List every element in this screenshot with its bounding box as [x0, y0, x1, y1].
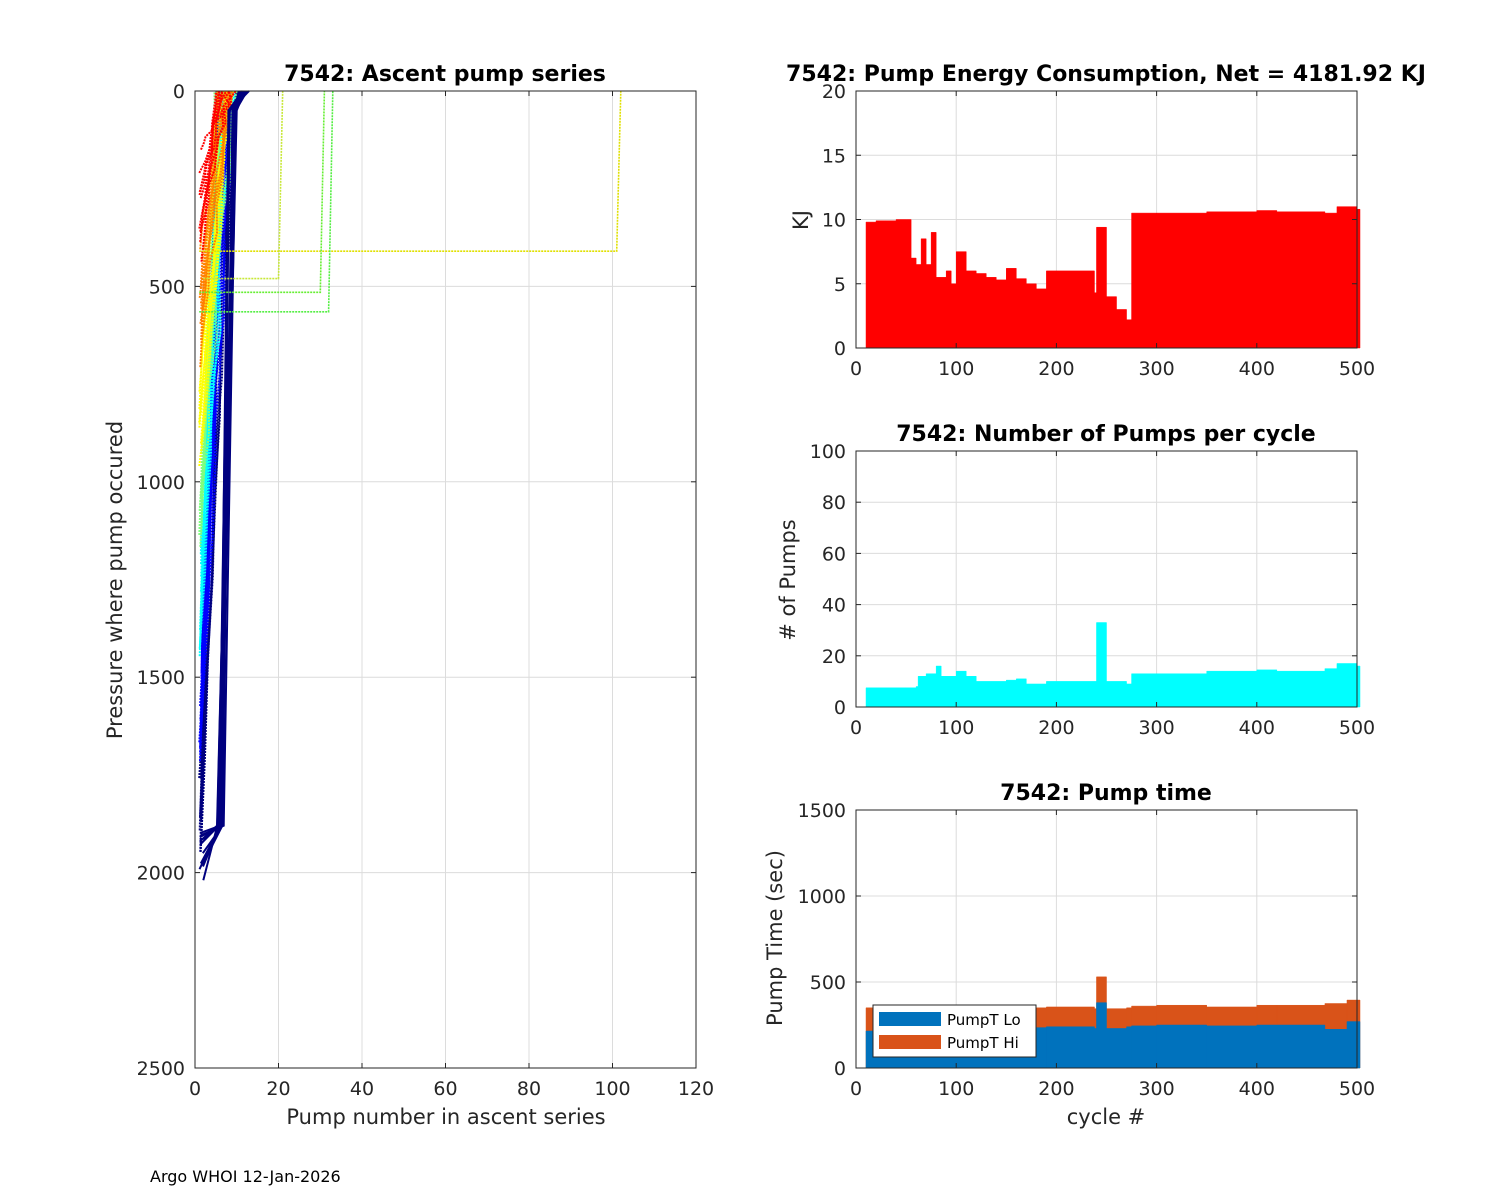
pumptime-legend: PumpT Lo PumpT Hi — [872, 1004, 1037, 1058]
ascent-title: 7542: Ascent pump series — [284, 62, 606, 87]
energy-xtick-label: 200 — [1038, 358, 1074, 380]
legend-label: PumpT Lo — [947, 1011, 1021, 1029]
legend-swatch — [879, 1035, 941, 1049]
ascent-deep-series — [202, 90, 244, 841]
ascent-series-line — [200, 90, 231, 150]
pumptime-xtick-label: 0 — [850, 1078, 862, 1100]
energy-xtick-label: 100 — [938, 358, 974, 380]
ascent-series-line — [199, 90, 237, 232]
pumps-ytick-label: 20 — [822, 646, 846, 668]
ascent-series-line — [198, 90, 224, 193]
energy-ylabel: KJ — [789, 210, 813, 230]
pumps-data — [865, 622, 1361, 708]
energy-xtick-label: 0 — [850, 358, 862, 380]
ascent-ytick-label: 1500 — [137, 667, 185, 689]
ascent-series-line — [199, 90, 220, 243]
ascent-ytick-label: 0 — [173, 81, 185, 103]
ascent-xtick-label: 0 — [189, 1078, 201, 1100]
pumps-axes: 7542: Number of Pumps per cycle # of Pum… — [776, 422, 1375, 739]
pumps-xtick-label: 400 — [1239, 717, 1275, 739]
ascent-xtick-label: 120 — [678, 1078, 714, 1100]
ascent-xtick-label: 60 — [433, 1078, 457, 1100]
energy-xtick-label: 500 — [1339, 358, 1375, 380]
ascent-outlier-series — [203, 90, 284, 280]
ascent-series-line — [198, 90, 223, 299]
pumps-xtick-label: 200 — [1038, 717, 1074, 739]
pumptime-ytick-label: 500 — [810, 972, 846, 994]
pumps-xtick-label: 300 — [1138, 717, 1174, 739]
energy-data — [865, 206, 1361, 349]
ascent-series-line — [199, 90, 228, 190]
pumps-ytick-label: 60 — [822, 543, 846, 565]
ascent-xlabel: Pump number in ascent series — [286, 1105, 605, 1129]
energy-xtick-label: 400 — [1239, 358, 1275, 380]
ascent-outlier-series — [199, 90, 326, 294]
ascent-ylabel: Pressure where pump occured — [103, 421, 127, 739]
ascent-series-line — [199, 90, 233, 199]
pumptime-ytick-label: 1500 — [798, 800, 846, 822]
pumps-xtick-label: 100 — [938, 717, 974, 739]
ascent-xtick-label: 80 — [517, 1078, 541, 1100]
energy-title: 7542: Pump Energy Consumption, Net = 418… — [786, 62, 1426, 87]
pumps-xtick-label: 0 — [850, 717, 862, 739]
pumps-title: 7542: Number of Pumps per cycle — [896, 422, 1315, 447]
ascent-series-line — [199, 90, 231, 416]
pumps-ytick-label: 40 — [822, 595, 846, 617]
pumps-bars — [865, 622, 1361, 708]
energy-ytick-label: 15 — [822, 145, 846, 167]
energy-bars — [865, 206, 1361, 349]
pumps-ytick-label: 0 — [834, 697, 846, 719]
ascent-ytick-label: 500 — [149, 276, 185, 298]
ascent-series-line — [200, 90, 239, 821]
ascent-deep-series — [201, 90, 245, 866]
pumps-ylabel: # of Pumps — [776, 519, 800, 641]
pumptime-xtick-label: 500 — [1339, 1078, 1375, 1100]
pumptime-xtick-label: 400 — [1239, 1078, 1275, 1100]
ascent-outlier-series — [199, 90, 334, 313]
energy-axes: 7542: Pump Energy Consumption, Net = 418… — [786, 62, 1426, 380]
ascent-pump-axes: 7542: Ascent pump series Pump number in … — [103, 62, 714, 1129]
ascent-outlier-series — [199, 90, 622, 252]
legend-swatch — [879, 1012, 941, 1026]
energy-ytick-label: 5 — [834, 274, 846, 296]
ascent-xtick-label: 20 — [266, 1078, 290, 1100]
energy-xtick-label: 300 — [1138, 358, 1174, 380]
pumptime-title: 7542: Pump time — [1000, 781, 1212, 806]
pumps-ytick-label: 80 — [822, 492, 846, 514]
pumps-frame — [855, 450, 1358, 708]
pumptime-xtick-label: 300 — [1138, 1078, 1174, 1100]
pumptime-frame — [855, 809, 1358, 1069]
ascent-data — [198, 90, 622, 881]
pumptime-xtick-label: 100 — [938, 1078, 974, 1100]
pumptime-ytick-label: 1000 — [798, 886, 846, 908]
pumptime-xlabel: cycle # — [1067, 1105, 1146, 1129]
ascent-ytick-label: 1000 — [137, 472, 185, 494]
ascent-ytick-label: 2500 — [137, 1058, 185, 1080]
pumptime-axes: 7542: Pump time cycle # Pump Time (sec) … — [763, 781, 1375, 1129]
ascent-ytick-label: 2000 — [137, 863, 185, 885]
pumptime-ytick-label: 0 — [834, 1058, 846, 1080]
ascent-xtick-label: 40 — [350, 1078, 374, 1100]
energy-ytick-label: 0 — [834, 338, 846, 360]
pumptime-xtick-label: 200 — [1038, 1078, 1074, 1100]
pumps-xtick-label: 500 — [1339, 717, 1375, 739]
footer-text: Argo WHOI 12-Jan-2026 — [150, 1167, 341, 1186]
ascent-xtick-label: 100 — [594, 1078, 630, 1100]
pumptime-ylabel: Pump Time (sec) — [763, 850, 787, 1026]
pumps-ytick-label: 100 — [810, 441, 846, 463]
energy-ytick-label: 10 — [822, 210, 846, 232]
energy-ytick-label: 20 — [822, 81, 846, 103]
legend-label: PumpT Hi — [947, 1034, 1019, 1052]
